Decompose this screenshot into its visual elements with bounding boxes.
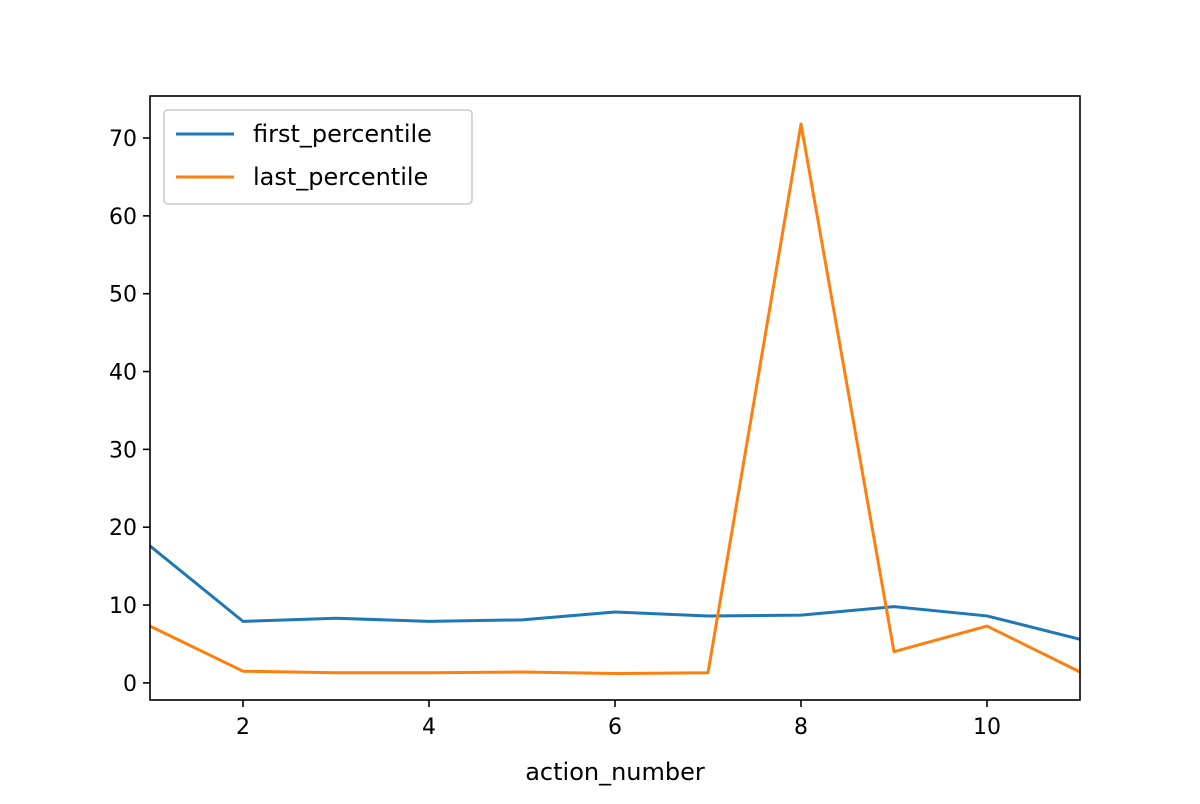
y-tick-label: 60 [109, 205, 137, 230]
x-tick-label: 10 [973, 715, 1001, 740]
y-axis: 0 10 20 30 40 50 60 70 [109, 127, 150, 697]
legend-label-last-percentile: last_percentile [253, 163, 428, 191]
y-tick-label: 40 [109, 361, 137, 386]
legend-label-first-percentile: first_percentile [253, 120, 432, 148]
y-tick-label: 10 [109, 594, 137, 619]
x-tick-label: 2 [236, 715, 250, 740]
y-tick-label: 20 [109, 516, 137, 541]
series-line-last-percentile [150, 122, 1080, 676]
y-tick-label: 70 [109, 127, 137, 152]
x-tick-label: 8 [794, 715, 808, 740]
legend-box [163, 109, 473, 205]
y-tick-label: 0 [123, 672, 137, 697]
y-tick-label: 50 [109, 283, 137, 308]
x-tick-label: 6 [608, 715, 622, 740]
x-axis-label: action_number [525, 758, 705, 786]
x-axis: 2 4 6 8 10 [236, 700, 1001, 740]
series-line-first-percentile [150, 544, 1080, 641]
series-layer [150, 122, 1080, 676]
x-tick-label: 4 [422, 715, 436, 740]
y-tick-label: 30 [109, 438, 137, 463]
legend: first_percentile last_percentile [163, 109, 473, 205]
